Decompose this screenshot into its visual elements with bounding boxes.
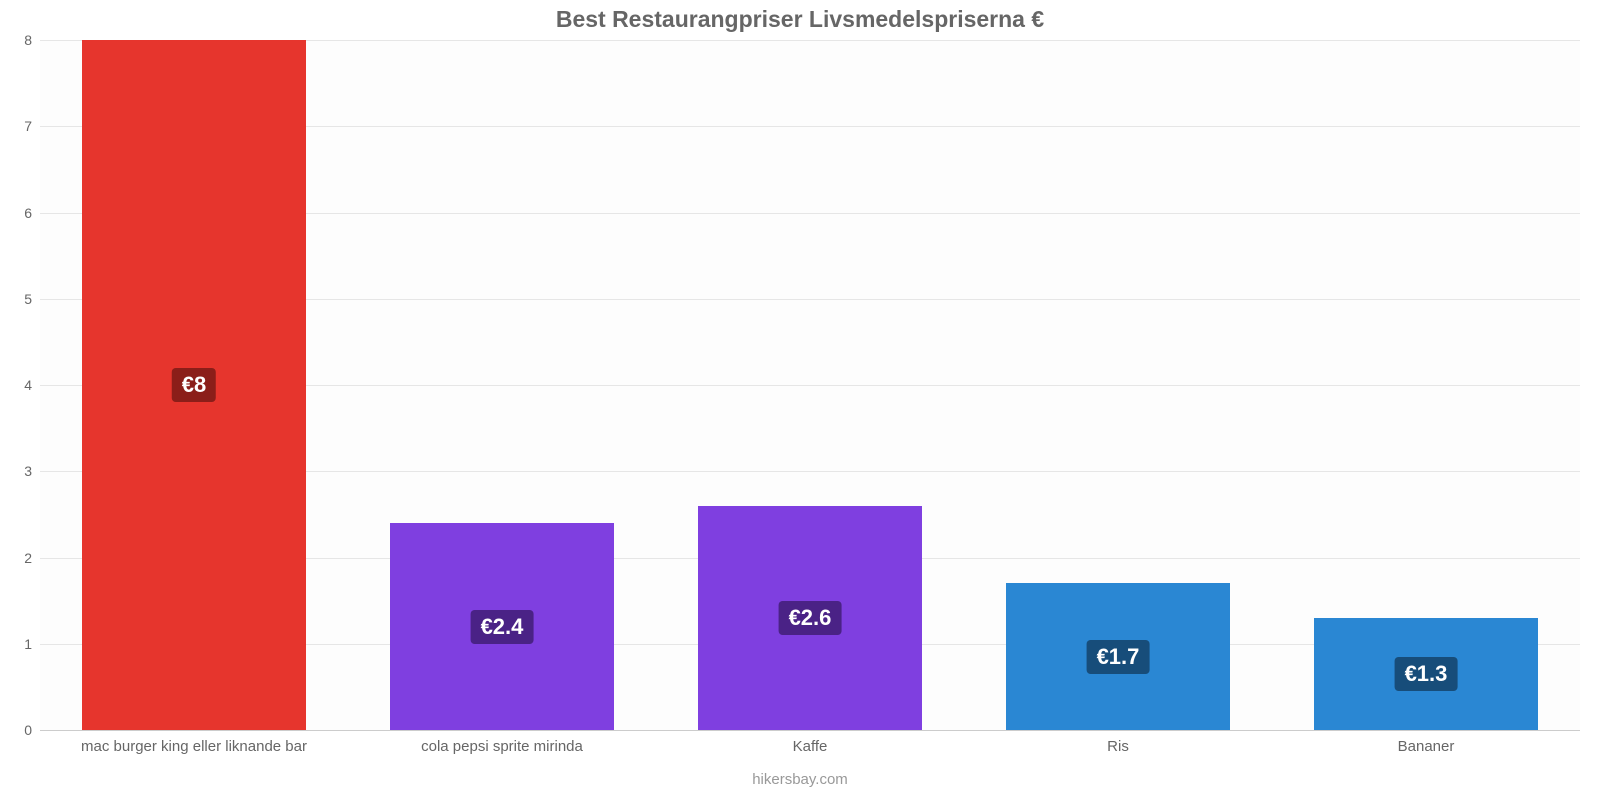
bar: €8 bbox=[82, 40, 307, 730]
bar-value-label: €8 bbox=[172, 368, 216, 402]
plot-area: 012345678€8mac burger king eller liknand… bbox=[40, 40, 1580, 730]
y-tick-label: 7 bbox=[24, 118, 40, 134]
bar: €2.4 bbox=[390, 523, 615, 730]
bar: €2.6 bbox=[698, 506, 923, 730]
y-tick-label: 1 bbox=[24, 636, 40, 652]
source-label: hikersbay.com bbox=[752, 771, 848, 788]
y-tick-label: 2 bbox=[24, 550, 40, 566]
y-tick-label: 4 bbox=[24, 377, 40, 393]
y-tick-label: 8 bbox=[24, 32, 40, 48]
bar: €1.7 bbox=[1006, 583, 1231, 730]
bar-value-label: €2.4 bbox=[471, 610, 534, 644]
chart-title: Best Restaurangpriser Livsmedelspriserna… bbox=[0, 0, 1600, 33]
y-tick-label: 3 bbox=[24, 463, 40, 479]
bar-value-label: €1.7 bbox=[1087, 640, 1150, 674]
x-tick-label: Kaffe bbox=[793, 730, 828, 755]
x-tick-label: Bananer bbox=[1398, 730, 1455, 755]
bar: €1.3 bbox=[1314, 618, 1539, 730]
y-tick-label: 6 bbox=[24, 205, 40, 221]
x-tick-label: cola pepsi sprite mirinda bbox=[421, 730, 583, 755]
bar-value-label: €1.3 bbox=[1395, 657, 1458, 691]
y-tick-label: 5 bbox=[24, 291, 40, 307]
x-tick-label: mac burger king eller liknande bar bbox=[81, 730, 307, 755]
bar-value-label: €2.6 bbox=[779, 601, 842, 635]
y-tick-label: 0 bbox=[24, 722, 40, 738]
x-tick-label: Ris bbox=[1107, 730, 1129, 755]
